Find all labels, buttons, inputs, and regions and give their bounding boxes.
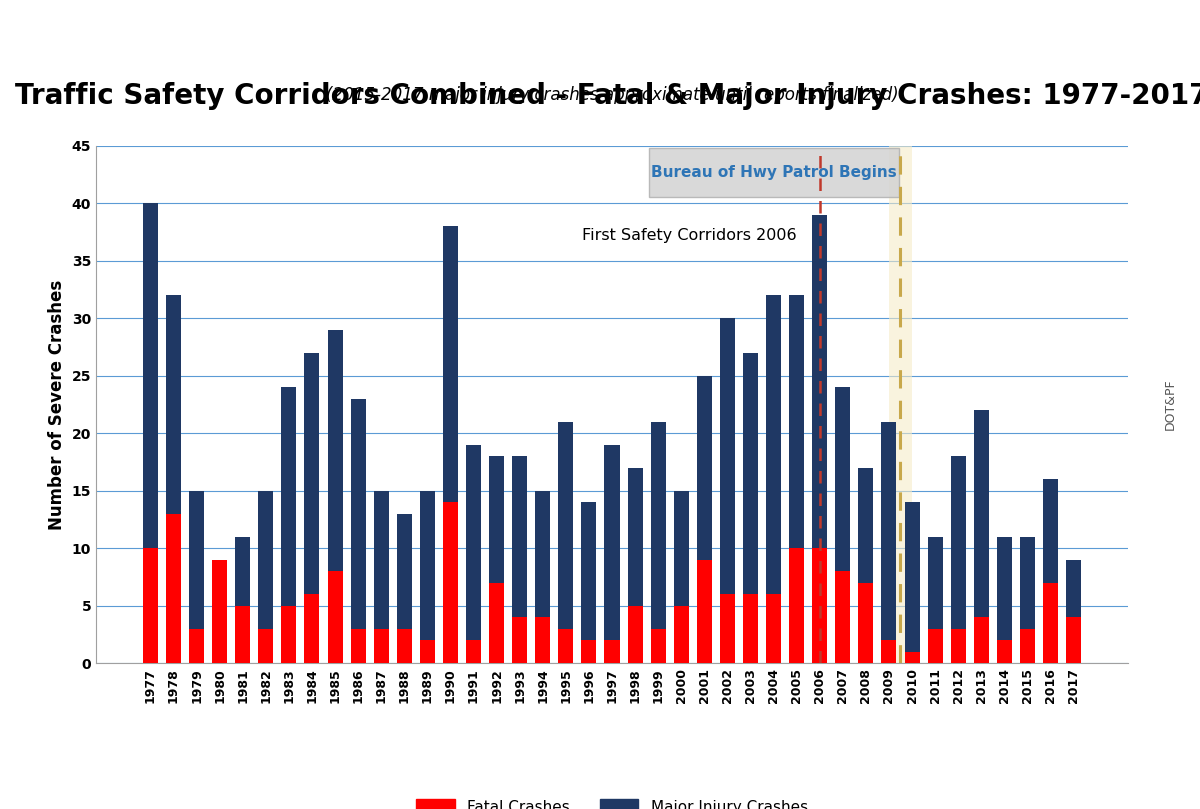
Bar — [350, 399, 366, 629]
Text: (2015-2017 major injury crashes approximate until reports finalized): (2015-2017 major injury crashes approxim… — [325, 87, 899, 104]
Bar — [305, 595, 319, 663]
Bar — [973, 617, 989, 663]
Bar — [443, 227, 458, 502]
Bar — [281, 388, 296, 606]
Bar — [166, 295, 181, 514]
Bar — [928, 629, 943, 663]
Bar — [490, 582, 504, 663]
Bar — [973, 410, 989, 617]
Bar — [835, 571, 851, 663]
Bar — [950, 456, 966, 629]
Bar — [373, 491, 389, 629]
Bar — [258, 629, 274, 663]
Bar — [166, 514, 181, 663]
Bar — [281, 606, 296, 663]
Bar — [928, 537, 943, 629]
Bar — [1020, 629, 1034, 663]
Bar — [212, 560, 227, 663]
Bar — [650, 629, 666, 663]
Bar — [835, 388, 851, 571]
Bar — [743, 595, 758, 663]
Legend: Fatal Crashes, Major Injury Crashes: Fatal Crashes, Major Injury Crashes — [410, 793, 814, 809]
Bar — [373, 629, 389, 663]
Bar — [697, 560, 712, 663]
Bar — [535, 617, 551, 663]
Bar — [420, 641, 434, 663]
Bar — [466, 641, 481, 663]
Bar — [143, 549, 158, 663]
Bar — [889, 146, 912, 663]
Bar — [649, 148, 899, 197]
Bar — [490, 456, 504, 582]
Bar — [328, 330, 342, 571]
Bar — [512, 617, 527, 663]
Bar — [535, 491, 551, 617]
Bar — [1066, 560, 1081, 617]
Bar — [258, 491, 274, 629]
Bar — [628, 606, 642, 663]
Bar — [328, 571, 342, 663]
Bar — [1043, 479, 1058, 582]
Bar — [743, 353, 758, 595]
Bar — [190, 491, 204, 629]
Bar — [766, 295, 781, 595]
Bar — [397, 514, 412, 629]
Bar — [582, 641, 596, 663]
Bar — [605, 641, 619, 663]
Bar — [443, 502, 458, 663]
Bar — [697, 375, 712, 560]
Text: First Safety Corridors 2006: First Safety Corridors 2006 — [582, 228, 797, 244]
Bar — [650, 421, 666, 629]
Bar — [397, 629, 412, 663]
Bar — [235, 537, 251, 606]
Text: Bureau of Hwy Patrol Begins: Bureau of Hwy Patrol Begins — [652, 165, 898, 180]
Bar — [143, 203, 158, 549]
Bar — [1066, 617, 1081, 663]
Bar — [997, 641, 1012, 663]
Bar — [766, 595, 781, 663]
Bar — [882, 641, 896, 663]
Bar — [558, 421, 574, 629]
Bar — [950, 629, 966, 663]
Bar — [1020, 537, 1034, 629]
Bar — [720, 595, 734, 663]
Bar — [235, 606, 251, 663]
Y-axis label: Number of Severe Crashes: Number of Severe Crashes — [48, 279, 66, 530]
Bar — [628, 468, 642, 606]
Bar — [420, 491, 434, 641]
Bar — [582, 502, 596, 641]
Title: Traffic Safety Corridors Combined - Fatal & Major Injury Crashes: 1977-2017: Traffic Safety Corridors Combined - Fata… — [16, 82, 1200, 110]
Text: DOT&PF: DOT&PF — [1164, 379, 1176, 430]
Bar — [790, 295, 804, 549]
Bar — [905, 652, 919, 663]
Bar — [190, 629, 204, 663]
Bar — [997, 537, 1012, 641]
Bar — [558, 629, 574, 663]
Bar — [350, 629, 366, 663]
Bar — [858, 468, 874, 582]
Bar — [790, 549, 804, 663]
Bar — [512, 456, 527, 617]
Bar — [605, 445, 619, 641]
Bar — [305, 353, 319, 595]
Bar — [673, 491, 689, 606]
Bar — [812, 549, 827, 663]
Bar — [905, 502, 919, 652]
Bar — [466, 445, 481, 641]
Bar — [812, 214, 827, 549]
Bar — [858, 582, 874, 663]
Bar — [1043, 582, 1058, 663]
Bar — [673, 606, 689, 663]
Bar — [882, 421, 896, 641]
Bar — [720, 318, 734, 595]
